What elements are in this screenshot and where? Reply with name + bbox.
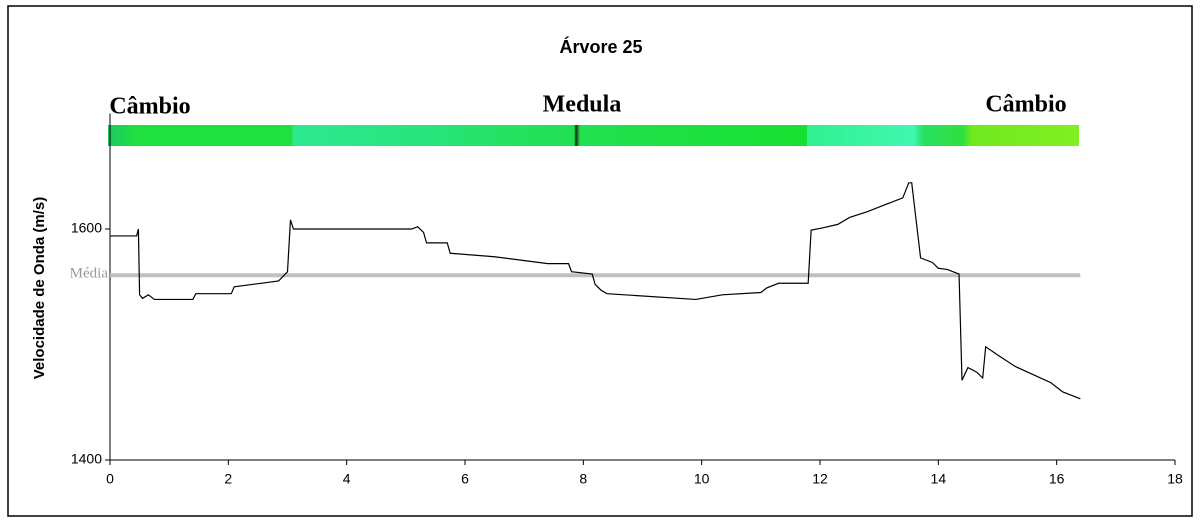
x-tick-label: 2 [224,471,232,487]
x-tick-label: 4 [343,471,351,487]
zone-label: Câmbio [985,92,1066,118]
frame [7,5,1193,517]
x-tick-label: 16 [1049,471,1065,487]
x-tick-label: 12 [812,471,828,487]
color-bar [108,125,1079,146]
reference-label: Média [70,266,109,282]
x-tick-label: 6 [461,471,469,487]
x-tick-label: 10 [694,471,710,487]
y-tick-label: 1400 [71,451,102,467]
zone-label: Medula [543,92,622,118]
y-tick-label: 1600 [71,220,102,236]
x-tick-label: 0 [106,471,114,487]
zone-label: Câmbio [109,94,190,120]
data-line [110,182,1081,400]
x-tick-label: 14 [931,471,947,487]
x-tick-label: 8 [579,471,587,487]
chart-title: Árvore 25 [559,36,642,57]
x-tick-label: 18 [1167,471,1183,487]
y-axis-label: Velocidade de Onda (m/s) [31,197,48,380]
